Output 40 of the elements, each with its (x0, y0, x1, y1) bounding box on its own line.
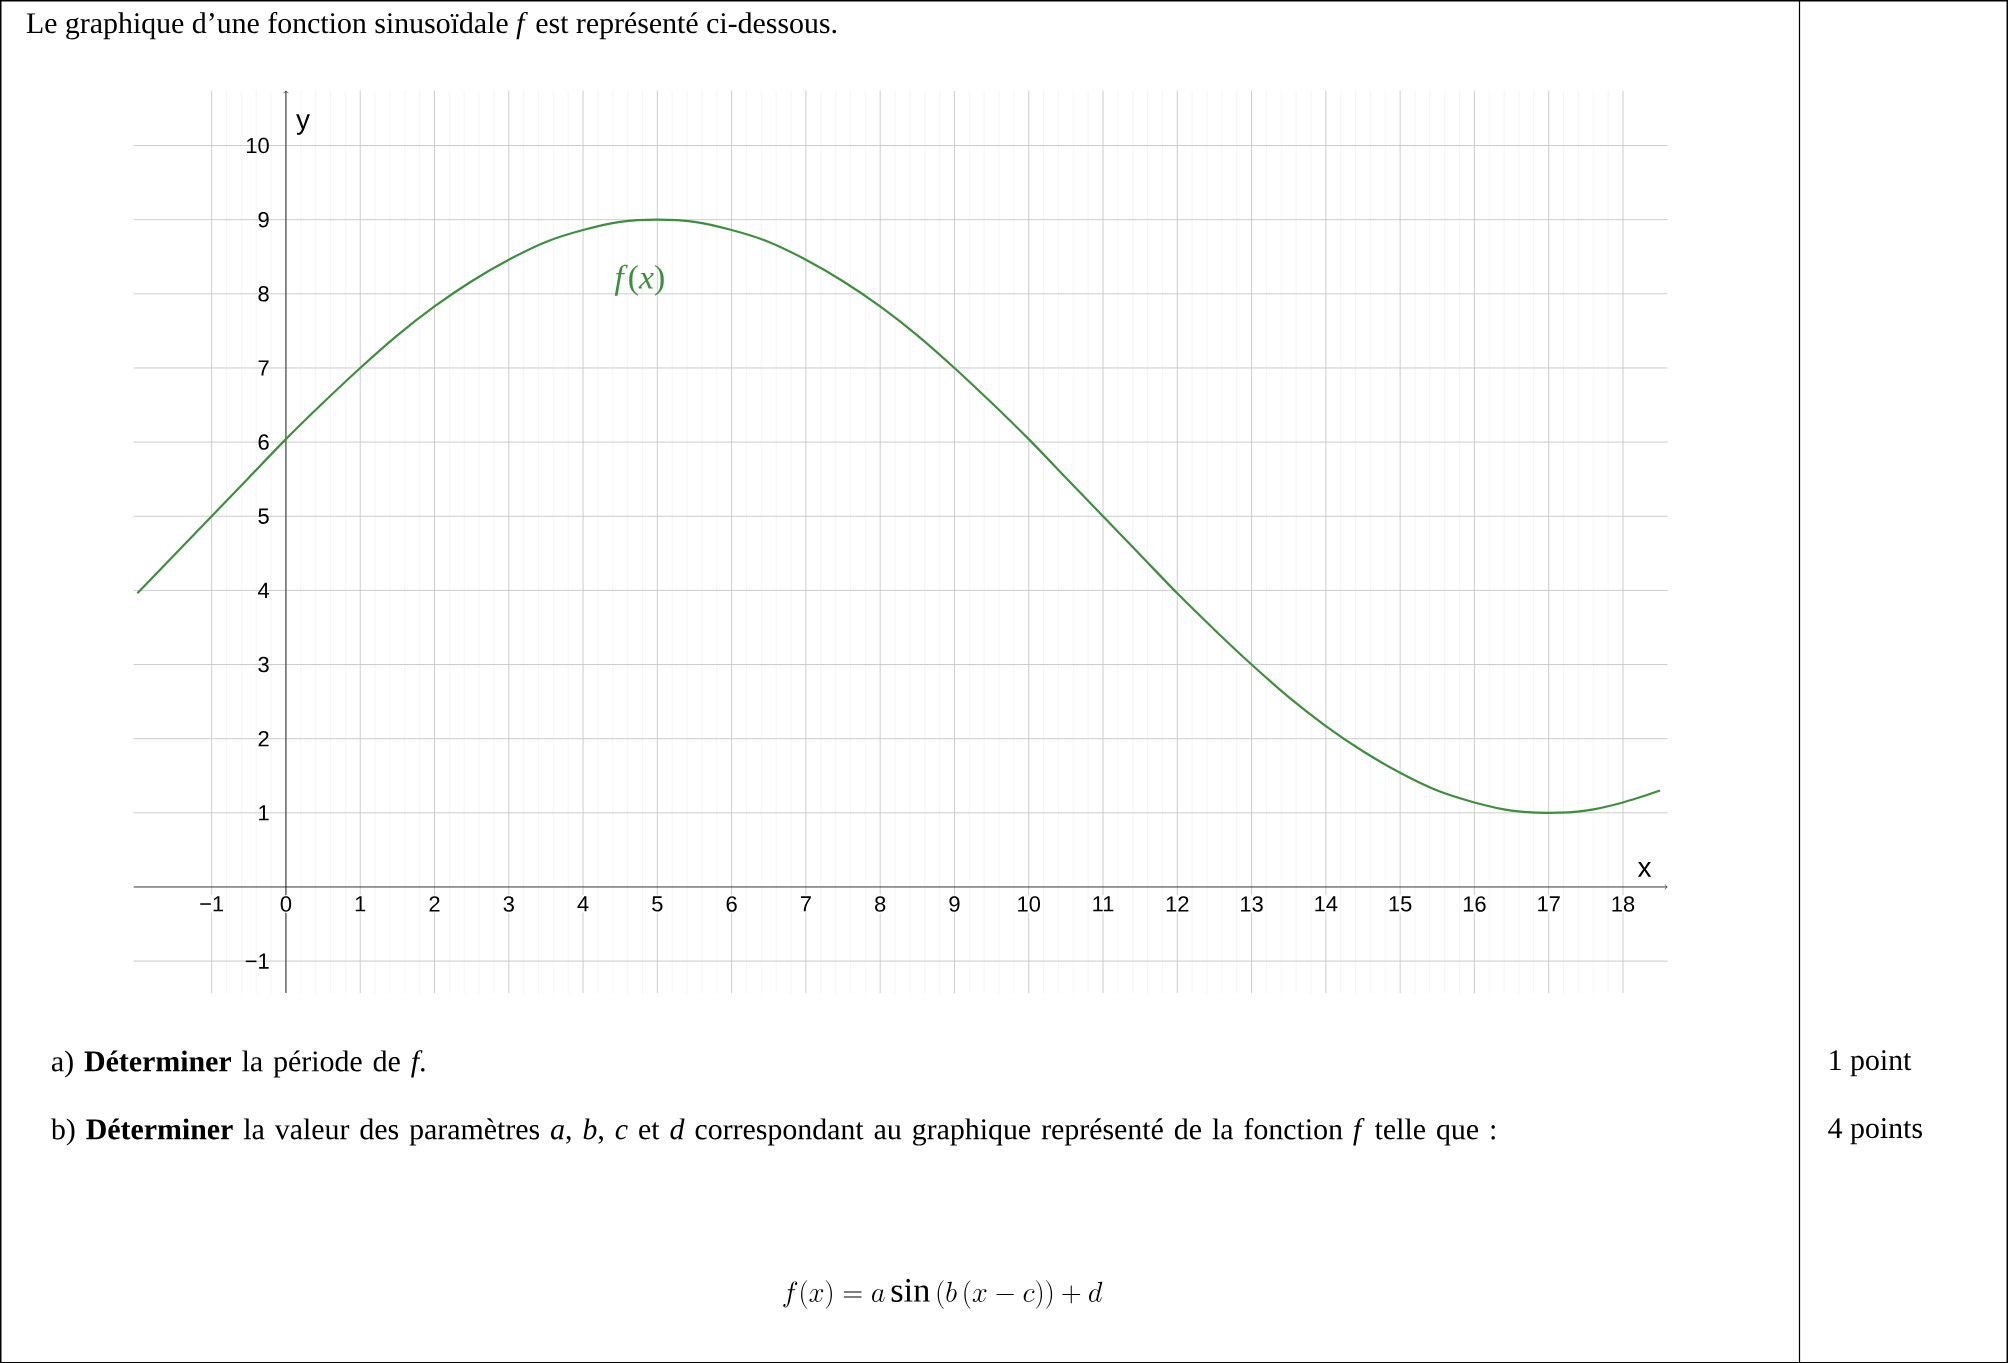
annotation: f(x) (614, 264, 664, 296)
x-tick-label: 14 (1315, 896, 1338, 912)
x-tick-label: 13 (1241, 896, 1263, 912)
y-tick-label: 8 (258, 285, 269, 302)
x-tick-label: 4 (577, 896, 589, 912)
x-tick-label: 3 (503, 896, 514, 912)
text: 4 points (1828, 1117, 1922, 1144)
text: b) Déterminer la valeur des paramètres a, b, c et d correspondant au graphique représenté de la fonction f telle que : (50, 1117, 1495, 1146)
chart-title: Le graphique d’une fonction sinusoïdale f est représenté ci-dessous. (26, 11, 837, 40)
y-tick-label: 7 (258, 360, 269, 376)
text: 1 point (1830, 1049, 1912, 1077)
x-tick-label: 10 (1018, 896, 1041, 912)
y-tick-label: 9 (258, 211, 269, 228)
y-tick-label: 3 (258, 656, 269, 673)
x-tick-label: −1 (200, 896, 224, 912)
y-tick-label: 6 (258, 434, 269, 450)
x-tick-label: 11 (1093, 896, 1114, 912)
x-tick-label: 0 (280, 896, 292, 912)
y-tick-label: 4 (257, 582, 270, 598)
x-axis-title: x (1637, 861, 1652, 877)
x-tick-label: 12 (1166, 896, 1189, 912)
x-tick-label: 6 (726, 896, 737, 912)
text: a) Déterminer la période de f. (51, 1049, 425, 1078)
x-tick-label: 5 (652, 896, 663, 912)
x-tick-label: 9 (949, 896, 960, 912)
x-tick-label: 18 (1612, 896, 1635, 912)
x-tick-label: 15 (1389, 896, 1412, 912)
x-tick-label: 7 (800, 896, 811, 912)
y-tick-label: 2 (258, 730, 269, 747)
x-tick-label: 1 (355, 896, 366, 912)
x-tick-label: 16 (1463, 896, 1486, 912)
y-tick-label: −1 (245, 953, 269, 969)
x-tick-label: 17 (1538, 896, 1560, 912)
y-tick-label: 1 (259, 805, 269, 821)
y-tick-label: 10 (246, 137, 269, 154)
y-tick-label: 5 (258, 508, 269, 524)
text: $f(x) = a\sin\left(b\left(x-c\right)\right) + d$ (783, 1278, 1103, 1309)
y-axis-title: y (296, 114, 310, 135)
x-tick-label: 8 (875, 896, 886, 912)
x-tick-label: 2 (429, 896, 440, 912)
